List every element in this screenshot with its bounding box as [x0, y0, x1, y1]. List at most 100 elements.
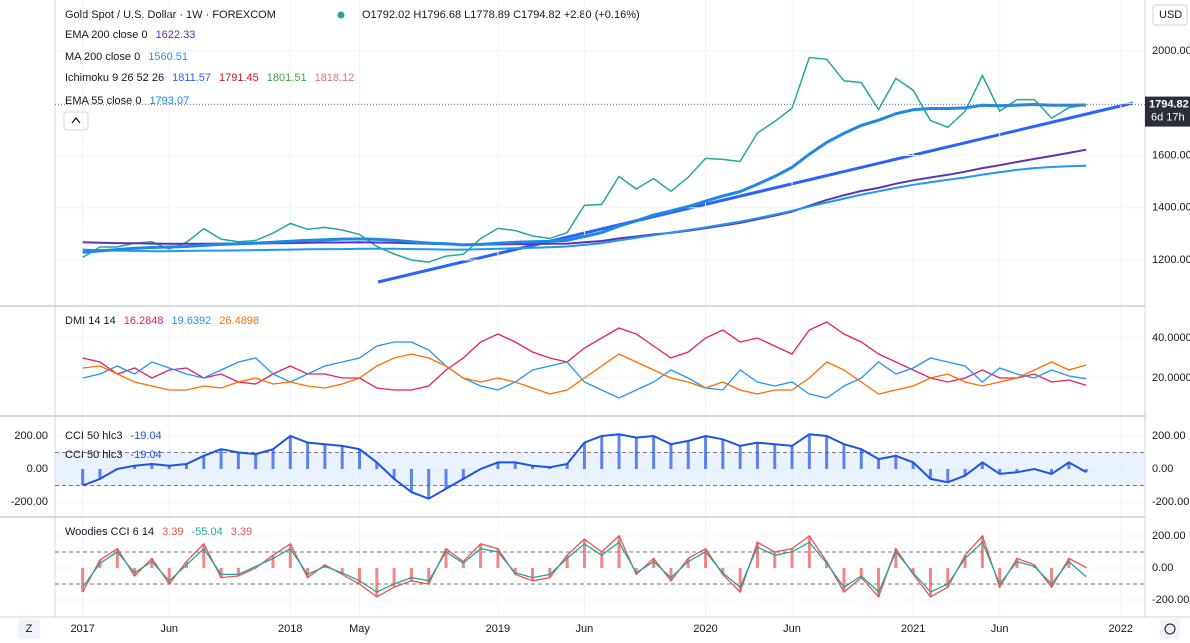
- histogram-bar: [271, 555, 275, 568]
- y-tick-label-left: -200.00: [11, 496, 48, 508]
- histogram-bar: [600, 551, 604, 568]
- histogram-bar: [998, 567, 1002, 588]
- histogram-bar: [565, 464, 569, 469]
- histogram-bar: [288, 543, 292, 568]
- price-tag: [1145, 96, 1190, 127]
- legend-name: CCI 50 hlc3: [65, 449, 122, 461]
- histogram-bar: [409, 468, 413, 493]
- collapse-button[interactable]: [63, 111, 89, 131]
- zoom-button[interactable]: [18, 619, 40, 639]
- histogram-bar: [773, 444, 777, 469]
- histogram-bar: [461, 468, 465, 479]
- histogram-bar: [825, 561, 829, 568]
- histogram-bar: [306, 442, 310, 469]
- histogram-bar: [877, 459, 881, 469]
- legend-value: 1811.57: [172, 72, 211, 84]
- series-line: [82, 164, 1087, 253]
- histogram-bar: [115, 548, 119, 568]
- legend-name: EMA 55 close 0: [65, 95, 141, 107]
- settings-button[interactable]: [1160, 619, 1180, 639]
- histogram-bar: [81, 468, 85, 486]
- price-tag-countdown: 6d 17h: [1151, 111, 1185, 123]
- histogram-bar: [150, 464, 154, 469]
- histogram-bar: [513, 462, 517, 469]
- histogram-bar: [669, 567, 673, 581]
- x-tick-label: Jun: [783, 623, 801, 635]
- histogram-bar: [1050, 468, 1054, 474]
- histogram-bar: [340, 567, 344, 575]
- series-line: [82, 541, 1087, 594]
- histogram-bar: [859, 567, 863, 578]
- legend-value: -55.04: [192, 526, 223, 538]
- histogram-bar: [1015, 558, 1019, 568]
- y-tick-label: 20.0000: [1152, 372, 1190, 384]
- x-tick-label: 2017: [70, 623, 94, 635]
- histogram-bar: [1067, 558, 1071, 568]
- y-tick-label: 40.0000: [1152, 332, 1190, 344]
- x-tick-label: 2020: [693, 623, 717, 635]
- histogram-bar: [842, 567, 846, 592]
- histogram-bar: [1050, 567, 1054, 588]
- histogram-bar: [427, 468, 431, 499]
- x-tick-label: Jun: [160, 623, 178, 635]
- histogram-bar: [669, 444, 673, 469]
- legend-name: EMA 200 close 0: [65, 29, 148, 41]
- histogram-bar: [894, 548, 898, 568]
- histogram-bar: [167, 567, 171, 584]
- histogram-bar: [323, 444, 327, 469]
- histogram-bar: [825, 435, 829, 469]
- histogram-bar: [375, 567, 379, 597]
- legend-value: -19.04: [130, 449, 161, 461]
- histogram-bar: [790, 445, 794, 469]
- histogram-bar: [911, 567, 915, 575]
- y-tick-label: 0.00: [1152, 463, 1173, 475]
- histogram-bar: [928, 567, 932, 597]
- histogram-bar: [548, 567, 552, 578]
- histogram-bar: [1067, 462, 1071, 469]
- ohlc: O1792.02 H1796.68 L1778.89 C1794.82 +2.8…: [362, 9, 640, 21]
- histogram-bar: [1084, 567, 1088, 568]
- histogram-bar: [738, 567, 742, 592]
- histogram-bar: [133, 465, 137, 469]
- series-line: [82, 341, 1087, 399]
- x-tick-label: 2022: [1109, 623, 1133, 635]
- settings-icon: [1164, 623, 1176, 635]
- legend-value: 1793.07: [149, 95, 189, 107]
- histogram-bar: [461, 561, 465, 568]
- x-tick-label: Jun: [991, 623, 1009, 635]
- x-tick-label: 2021: [901, 623, 925, 635]
- histogram-bar: [531, 567, 535, 581]
- legend-name: DMI 14 14: [65, 315, 116, 327]
- histogram-bar: [184, 464, 188, 469]
- histogram-bar: [202, 455, 206, 469]
- histogram-bar: [1084, 468, 1088, 473]
- histogram-bar: [479, 543, 483, 568]
- histogram-bar: [634, 567, 638, 575]
- histogram-bar: [686, 440, 690, 469]
- y-tick-label: 200.00: [1152, 530, 1186, 542]
- histogram-bar: [842, 444, 846, 469]
- legend-value: 3.39: [231, 526, 252, 538]
- y-tick-label: 0.00: [1152, 562, 1173, 574]
- legend-value: -19.04: [130, 430, 161, 442]
- series-line: [82, 433, 1087, 500]
- histogram-bar: [980, 462, 984, 469]
- histogram-bar: [81, 567, 85, 592]
- legend-value: 3.39: [162, 526, 183, 538]
- histogram-bar: [877, 567, 881, 597]
- y-tick-label: 2000.00: [1152, 45, 1190, 57]
- legend-value: 1622.33: [156, 29, 196, 41]
- zoom-label: Z: [26, 623, 33, 635]
- y-tick-label: 1200.00: [1152, 254, 1190, 266]
- currency-button[interactable]: [1152, 4, 1188, 26]
- histogram-bar: [755, 442, 759, 469]
- currency: USD: [1159, 9, 1182, 21]
- histogram-bar: [340, 445, 344, 469]
- symbol-title: Gold Spot / U.S. Dollar · 1W · FOREXCOM: [65, 9, 276, 21]
- histogram-bar: [513, 567, 517, 575]
- legend-value: 1818.12: [315, 72, 355, 84]
- histogram-bar: [686, 558, 690, 568]
- legend-name: Woodies CCI 6 14: [65, 526, 154, 538]
- histogram-bar: [444, 468, 448, 489]
- histogram-bar: [219, 449, 223, 469]
